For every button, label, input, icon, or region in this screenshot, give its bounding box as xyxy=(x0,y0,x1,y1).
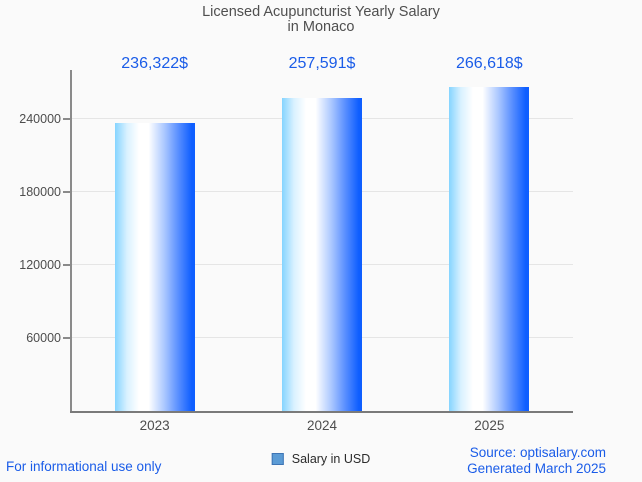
bar-2024 xyxy=(282,97,362,411)
y-axis-line xyxy=(70,70,72,411)
y-axis-tick-180000 xyxy=(63,191,70,193)
bar-value-label-2023: 236,322$ xyxy=(121,55,189,72)
bar-2023 xyxy=(114,123,195,411)
x-axis-label-2025: 2025 xyxy=(474,418,505,433)
chart-title-line-2: in Monaco xyxy=(287,19,355,35)
disclaimer-text: For informational use only xyxy=(6,459,162,474)
x-axis-line xyxy=(70,411,573,413)
x-axis-label-2023: 2023 xyxy=(139,418,170,433)
x-axis-label-2024: 2024 xyxy=(306,418,338,433)
legend: Salary in USD xyxy=(271,452,371,466)
chart-title-line-1: Licensed Acupuncturist Yearly Salary xyxy=(202,4,440,20)
y-axis-label-60000: 60000 xyxy=(26,331,61,345)
bar-value-label-2024: 257,591$ xyxy=(288,55,356,72)
bar-2025 xyxy=(449,86,530,411)
y-axis-label-240000: 240000 xyxy=(19,112,61,126)
bar-value-label-2025: 266,618$ xyxy=(455,55,523,72)
y-axis-label-120000: 120000 xyxy=(19,258,61,272)
legend-marker-icon xyxy=(271,453,284,465)
legend-label: Salary in USD xyxy=(291,452,371,466)
y-axis-tick-120000 xyxy=(63,264,70,266)
y-axis-tick-240000 xyxy=(63,118,70,120)
chart-title: Licensed Acupuncturist Yearly Salary in … xyxy=(0,5,642,35)
y-axis-tick-60000 xyxy=(63,337,70,339)
generated-date: Generated March 2025 xyxy=(467,460,606,476)
y-axis-label-180000: 180000 xyxy=(19,185,61,199)
source-block: Source: optisalary.com Generated March 2… xyxy=(467,445,606,476)
source-link[interactable]: Source: optisalary.com xyxy=(469,445,606,460)
